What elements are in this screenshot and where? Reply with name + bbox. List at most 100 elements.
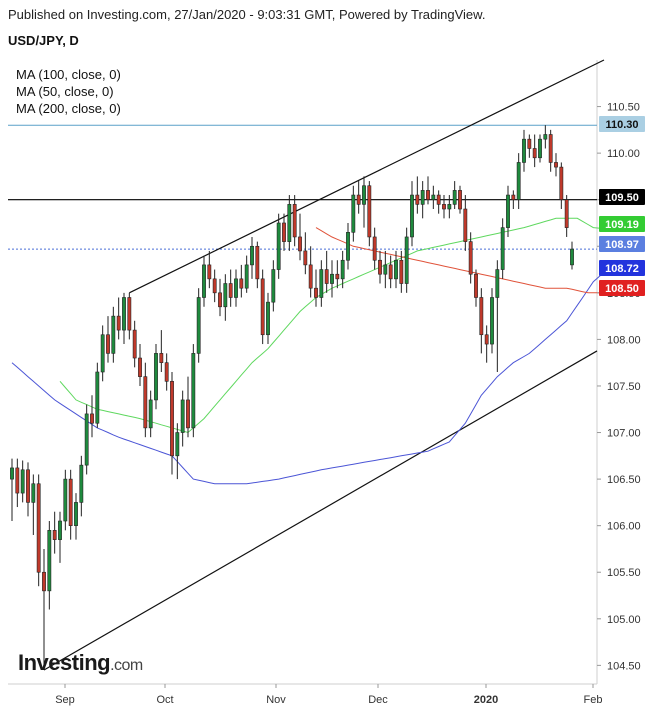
candle[interactable] [74, 493, 78, 540]
candle[interactable] [532, 134, 537, 168]
candle[interactable] [127, 292, 132, 340]
candle[interactable] [554, 153, 558, 177]
candle[interactable] [330, 260, 334, 298]
candle[interactable] [116, 297, 121, 340]
candle[interactable] [479, 288, 484, 354]
candle[interactable] [378, 250, 382, 284]
candle[interactable] [570, 241, 574, 270]
candle[interactable] [516, 153, 521, 210]
candle[interactable] [484, 325, 489, 363]
candle[interactable] [132, 320, 137, 368]
candle[interactable] [276, 213, 281, 279]
candle[interactable] [164, 353, 169, 391]
candle[interactable] [191, 344, 196, 438]
candle[interactable] [538, 134, 542, 163]
candle[interactable] [223, 274, 228, 321]
candle[interactable] [255, 241, 260, 289]
candle[interactable] [58, 511, 62, 563]
candle[interactable] [79, 455, 84, 517]
candle[interactable] [202, 255, 206, 307]
candle[interactable] [143, 362, 148, 438]
candle[interactable] [388, 255, 393, 289]
candle[interactable] [463, 195, 468, 251]
candle[interactable] [346, 222, 350, 270]
candle[interactable] [543, 125, 548, 149]
candle[interactable] [186, 376, 190, 438]
candle[interactable] [52, 511, 57, 554]
candle[interactable] [426, 176, 430, 205]
candle[interactable] [495, 260, 500, 372]
candle[interactable] [159, 330, 164, 372]
candle[interactable] [351, 185, 356, 242]
candle[interactable] [506, 185, 510, 237]
candle[interactable] [500, 218, 505, 279]
candle[interactable] [436, 190, 441, 214]
candle[interactable] [234, 269, 238, 307]
candle[interactable] [95, 362, 100, 428]
candle[interactable] [180, 390, 185, 447]
candle[interactable] [10, 458, 14, 522]
candle[interactable] [527, 134, 532, 158]
candle[interactable] [559, 162, 564, 210]
candle[interactable] [394, 250, 398, 289]
candle[interactable] [298, 213, 302, 261]
candle[interactable] [26, 462, 30, 517]
candle[interactable] [292, 195, 297, 247]
candle[interactable] [452, 181, 457, 210]
candle[interactable] [303, 232, 308, 275]
channel-lower[interactable] [43, 350, 598, 671]
candle[interactable] [404, 227, 409, 293]
candle[interactable] [207, 250, 212, 289]
candle[interactable] [362, 176, 366, 228]
candle[interactable] [84, 404, 89, 475]
candle[interactable] [490, 288, 494, 354]
candle[interactable] [474, 269, 478, 307]
candle[interactable] [196, 288, 201, 363]
candle[interactable] [372, 227, 377, 270]
candle[interactable] [420, 181, 425, 219]
candle[interactable] [138, 344, 142, 386]
candle[interactable] [468, 232, 473, 284]
candle[interactable] [90, 395, 94, 438]
candle[interactable] [324, 250, 329, 293]
candle[interactable] [271, 260, 276, 312]
candle[interactable] [175, 423, 180, 480]
candle[interactable] [239, 264, 244, 298]
channel-upper[interactable] [129, 59, 605, 294]
candle[interactable] [148, 390, 153, 438]
candle[interactable] [367, 181, 372, 247]
candle[interactable] [154, 344, 158, 410]
candle[interactable] [383, 250, 388, 289]
candle[interactable] [244, 255, 249, 293]
candle[interactable] [250, 236, 254, 279]
candle[interactable] [282, 213, 286, 251]
candle[interactable] [36, 474, 41, 587]
candle[interactable] [100, 325, 105, 382]
candle[interactable] [522, 129, 526, 172]
candle[interactable] [170, 372, 174, 475]
candle[interactable] [410, 181, 414, 247]
candle[interactable] [431, 185, 436, 210]
candle[interactable] [447, 195, 452, 219]
candle[interactable] [564, 195, 569, 237]
candle[interactable] [260, 269, 265, 345]
candle[interactable] [47, 521, 52, 610]
candle[interactable] [399, 250, 404, 293]
candle[interactable] [340, 250, 345, 289]
candle[interactable] [511, 190, 516, 210]
candle[interactable] [218, 278, 222, 317]
candle[interactable] [319, 260, 324, 307]
candle[interactable] [356, 181, 361, 214]
candle[interactable] [266, 292, 270, 345]
candle[interactable] [458, 185, 462, 214]
candle[interactable] [415, 176, 420, 214]
candle[interactable] [15, 458, 20, 508]
candle[interactable] [442, 195, 446, 219]
candle[interactable] [548, 129, 553, 172]
candle[interactable] [314, 269, 318, 307]
candle[interactable] [122, 292, 126, 345]
candle[interactable] [63, 469, 68, 531]
candle[interactable] [287, 195, 292, 251]
candle[interactable] [68, 469, 73, 540]
candle[interactable] [42, 548, 46, 671]
